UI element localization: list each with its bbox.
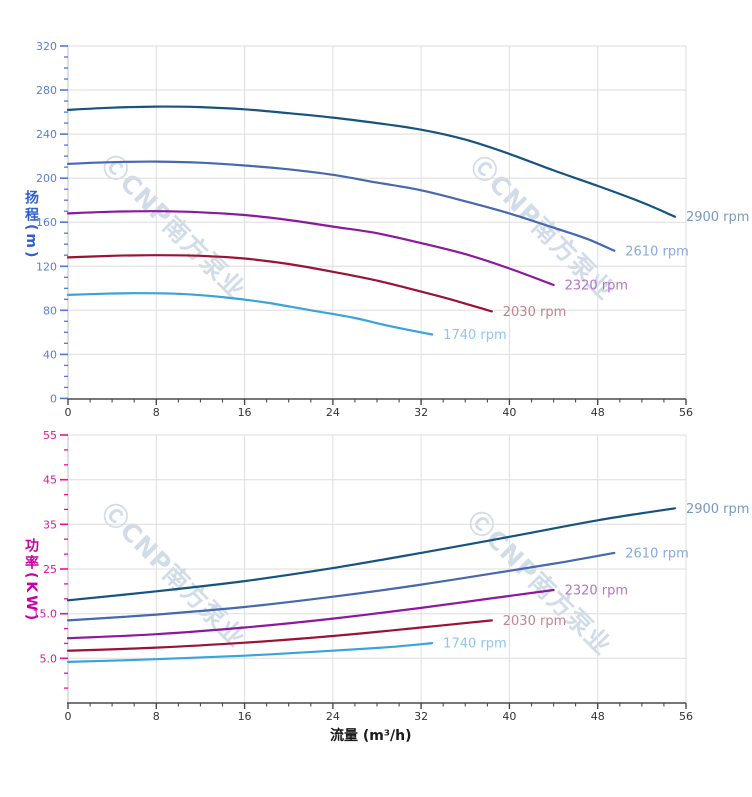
- curve-label-2900rpm: 2900 rpm: [686, 502, 749, 517]
- svg-text:280: 280: [36, 84, 57, 97]
- svg-text:16: 16: [238, 406, 252, 419]
- curve-2320rpm: [66, 210, 555, 287]
- curve-2900rpm: [66, 507, 677, 602]
- svg-text:16: 16: [238, 710, 252, 723]
- power-chart-series-2900rpm: 2900 rpm: [66, 502, 749, 602]
- svg-text:40: 40: [43, 348, 57, 361]
- curve-2610rpm: [66, 551, 616, 622]
- svg-text:200: 200: [36, 172, 57, 185]
- curve-label-2610rpm: 2610 rpm: [625, 244, 688, 259]
- svg-text:24: 24: [326, 406, 340, 419]
- curve-label-2030rpm: 2030 rpm: [503, 305, 566, 320]
- head-axis-title: 扬程(m): [23, 190, 39, 261]
- power-axis-title: 功率(KW): [23, 538, 39, 624]
- curve-label-2900rpm: 2900 rpm: [686, 210, 749, 225]
- svg-text:160: 160: [36, 216, 57, 229]
- curve-2320rpm: [66, 588, 555, 640]
- curve-label-2030rpm: 2030 rpm: [503, 614, 566, 629]
- svg-text:8: 8: [153, 710, 160, 723]
- svg-text:32: 32: [414, 710, 428, 723]
- svg-text:56: 56: [679, 710, 693, 723]
- svg-text:320: 320: [36, 40, 57, 53]
- svg-text:40: 40: [502, 710, 516, 723]
- curve-2900rpm: [66, 105, 677, 218]
- curve-2030rpm: [66, 619, 493, 652]
- svg-text:120: 120: [36, 260, 57, 273]
- curve-label-1740rpm: 1740 rpm: [443, 637, 506, 652]
- svg-text:0: 0: [50, 392, 57, 405]
- svg-text:40: 40: [502, 406, 516, 419]
- power-chart-grid: [68, 434, 687, 703]
- head-chart: 0 40 80 120 160 200 240 280 320 0 8 16 24 32 40 48 56 290…: [36, 40, 749, 419]
- svg-text:25: 25: [43, 563, 57, 576]
- svg-text:32: 32: [414, 406, 428, 419]
- curve-1740rpm: [66, 642, 434, 663]
- power-chart-y-ticks: 5.0 15.0 25 35 45 55: [33, 429, 68, 689]
- head-chart-x-ticks: 0 8 16 24 32 40 48 56: [65, 399, 693, 419]
- svg-text:48: 48: [591, 710, 605, 723]
- power-chart-series-2030rpm: 2030 rpm: [66, 614, 566, 652]
- svg-text:0: 0: [65, 406, 72, 419]
- svg-text:5.0: 5.0: [40, 652, 58, 665]
- head-chart-series-1740rpm: 1740 rpm: [66, 292, 507, 343]
- head-chart-y-ticks: 0 40 80 120 160 200 240 280 320: [36, 40, 68, 405]
- svg-text:56: 56: [679, 406, 693, 419]
- svg-text:45: 45: [43, 474, 57, 487]
- power-chart-series-1740rpm: 1740 rpm: [66, 637, 507, 663]
- curve-label-1740rpm: 1740 rpm: [443, 328, 506, 343]
- head-chart-series-2030rpm: 2030 rpm: [66, 254, 566, 320]
- svg-text:55: 55: [43, 429, 57, 442]
- flow-axis-title: 流量 (m³/h): [330, 728, 412, 744]
- curve-label-2320rpm: 2320 rpm: [565, 583, 628, 598]
- head-chart-series-2320rpm: 2320 rpm: [66, 210, 628, 293]
- svg-text:48: 48: [591, 406, 605, 419]
- svg-text:15.0: 15.0: [33, 608, 58, 621]
- svg-text:80: 80: [43, 304, 57, 317]
- svg-text:35: 35: [43, 518, 57, 531]
- power-chart-x-ticks: 0 8 16 24 32 40 48 56: [65, 703, 693, 723]
- svg-text:0: 0: [65, 710, 72, 723]
- curve-2030rpm: [66, 254, 493, 313]
- svg-text:240: 240: [36, 128, 57, 141]
- head-chart-grid: [68, 45, 687, 399]
- svg-text:24: 24: [326, 710, 340, 723]
- head-chart-series-2610rpm: 2610 rpm: [66, 160, 689, 259]
- curve-label-2610rpm: 2610 rpm: [625, 546, 688, 561]
- head-chart-series-2900rpm: 2900 rpm: [66, 105, 749, 225]
- power-chart-series-2610rpm: 2610 rpm: [66, 546, 689, 622]
- power-chart: 5.0 15.0 25 35 45 55 0 8 16 24 32 40 48 56 2900 rpm 261…: [33, 429, 750, 723]
- curve-1740rpm: [66, 292, 434, 336]
- curve-2610rpm: [66, 160, 616, 252]
- svg-text:8: 8: [153, 406, 160, 419]
- curve-label-2320rpm: 2320 rpm: [565, 278, 628, 293]
- power-chart-series-2320rpm: 2320 rpm: [66, 583, 628, 640]
